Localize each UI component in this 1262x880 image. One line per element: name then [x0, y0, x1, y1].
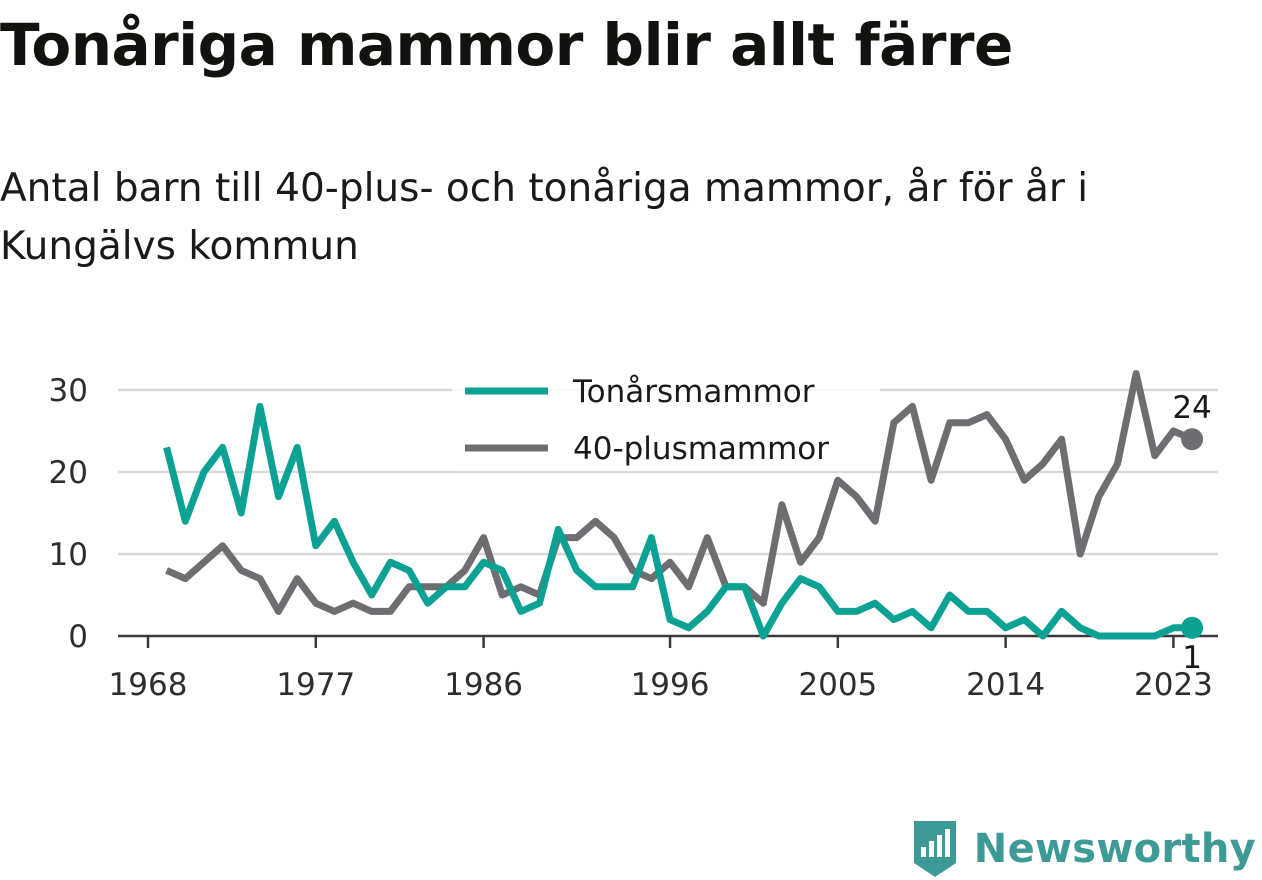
newsworthy-logo-icon [913, 821, 956, 877]
y-tick-label: 20 [49, 455, 88, 491]
x-tick-label: 1996 [631, 667, 710, 703]
series-line-tonarsmammor [163, 402, 1193, 640]
brand-logo: Newsworthy [910, 818, 1256, 880]
series-end-marker [1181, 616, 1204, 639]
y-tick-label: 0 [68, 619, 88, 655]
x-axis-tick-labels: 1968 1977 1986 1996 2005 2014 2023 [109, 667, 1213, 703]
series-end-marker [1181, 428, 1204, 451]
legend: Tonårsmammor 40-plusmammor [452, 363, 880, 471]
series-end-label: 1 [1182, 640, 1202, 676]
x-tick-label: 1968 [109, 667, 188, 703]
x-tick-label: 1986 [444, 667, 523, 703]
legend-background [452, 363, 880, 471]
x-tick-label: 1977 [276, 667, 355, 703]
series-end-label: 24 [1172, 390, 1211, 426]
line-chart: 0 10 20 30 1968 1977 1986 1996 2005 2014 2023 Ton… [48, 363, 1218, 703]
series-end-markers: 1 24 [1172, 390, 1211, 676]
series-line-40-plusmammor [165, 370, 1194, 615]
chart-subtitle: Antal barn till 40-plus- och tonåriga ma… [0, 166, 1089, 269]
y-axis-tick-labels: 0 10 20 30 [49, 373, 88, 655]
legend-label: Tonårsmammor [572, 374, 815, 410]
brand-name: Newsworthy [973, 826, 1256, 872]
y-tick-label: 30 [49, 373, 88, 409]
x-tick-label: 2014 [966, 667, 1045, 703]
x-tick-label: 2005 [798, 667, 877, 703]
y-tick-label: 10 [49, 537, 88, 573]
x-tick-label: 2023 [1134, 667, 1213, 703]
chart-title: Tonåriga mammor blir allt färre [0, 11, 1013, 79]
legend-label: 40-plusmammor [573, 431, 829, 467]
series-lines [163, 370, 1194, 640]
